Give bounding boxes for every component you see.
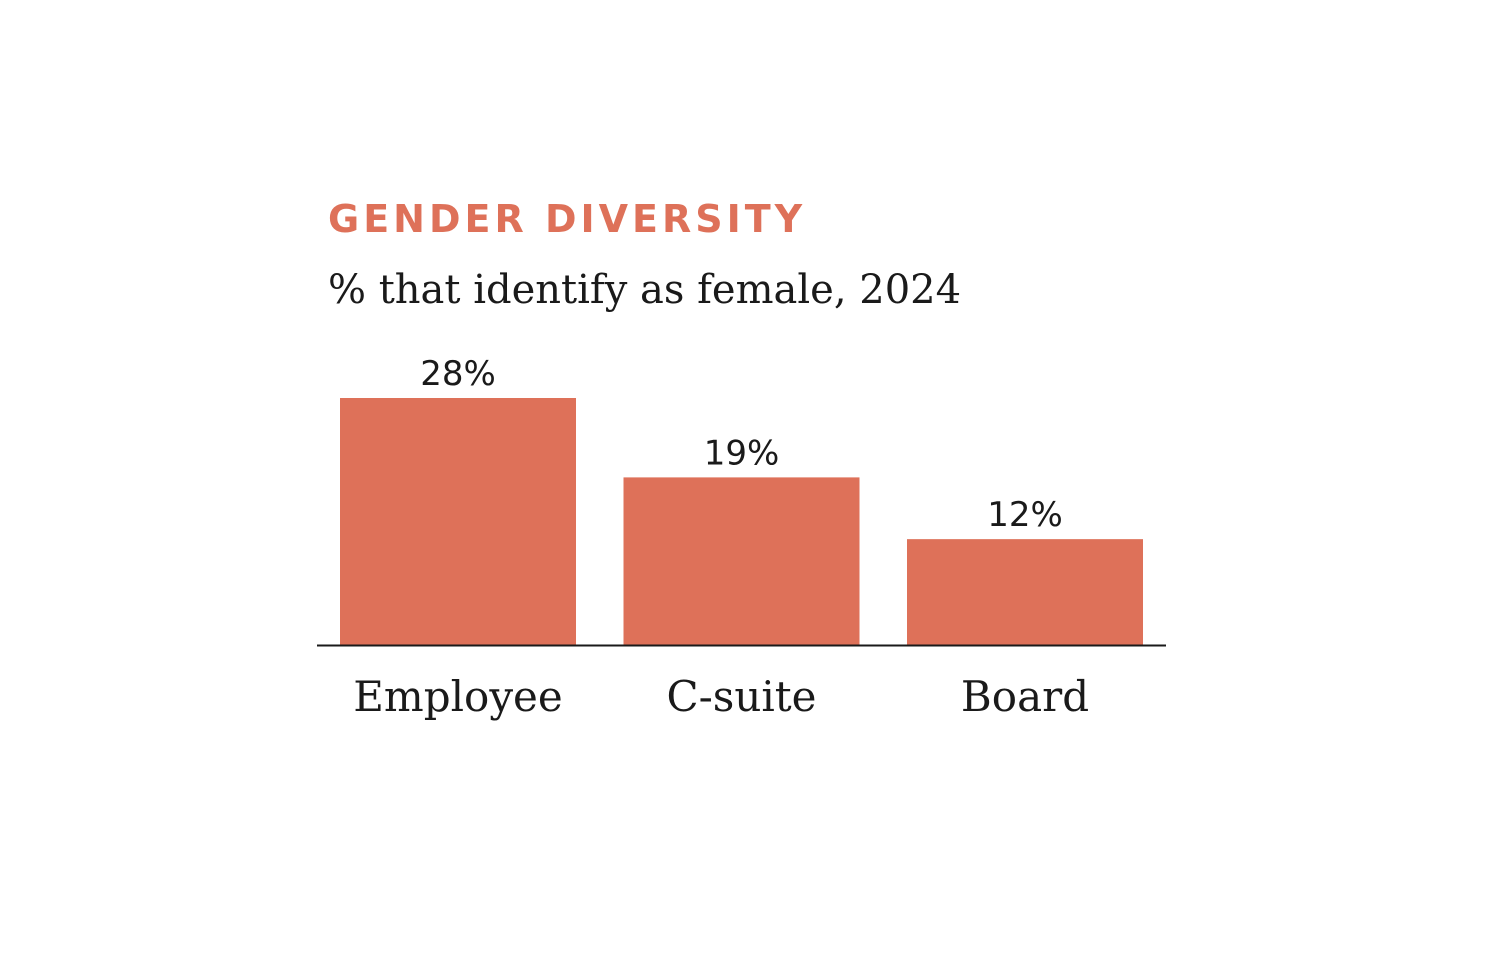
bar-c-suite (623, 477, 860, 645)
value-label: 28% (420, 354, 496, 394)
category-labels-group: Employee C-suite Board (353, 672, 1089, 721)
chart-title: GENDER DIVERSITY (328, 197, 806, 241)
category-label: Employee (353, 672, 563, 721)
chart-subtitle: % that identify as female, 2024 (328, 267, 961, 313)
bar-employee (340, 398, 576, 645)
value-label: 12% (987, 495, 1063, 535)
category-label: C-suite (666, 672, 816, 721)
bar-board (907, 539, 1143, 645)
value-labels-group: 28% 19% 12% (420, 354, 1063, 535)
bars-group (340, 398, 1143, 645)
value-label: 19% (704, 433, 780, 473)
category-label: Board (961, 672, 1089, 721)
